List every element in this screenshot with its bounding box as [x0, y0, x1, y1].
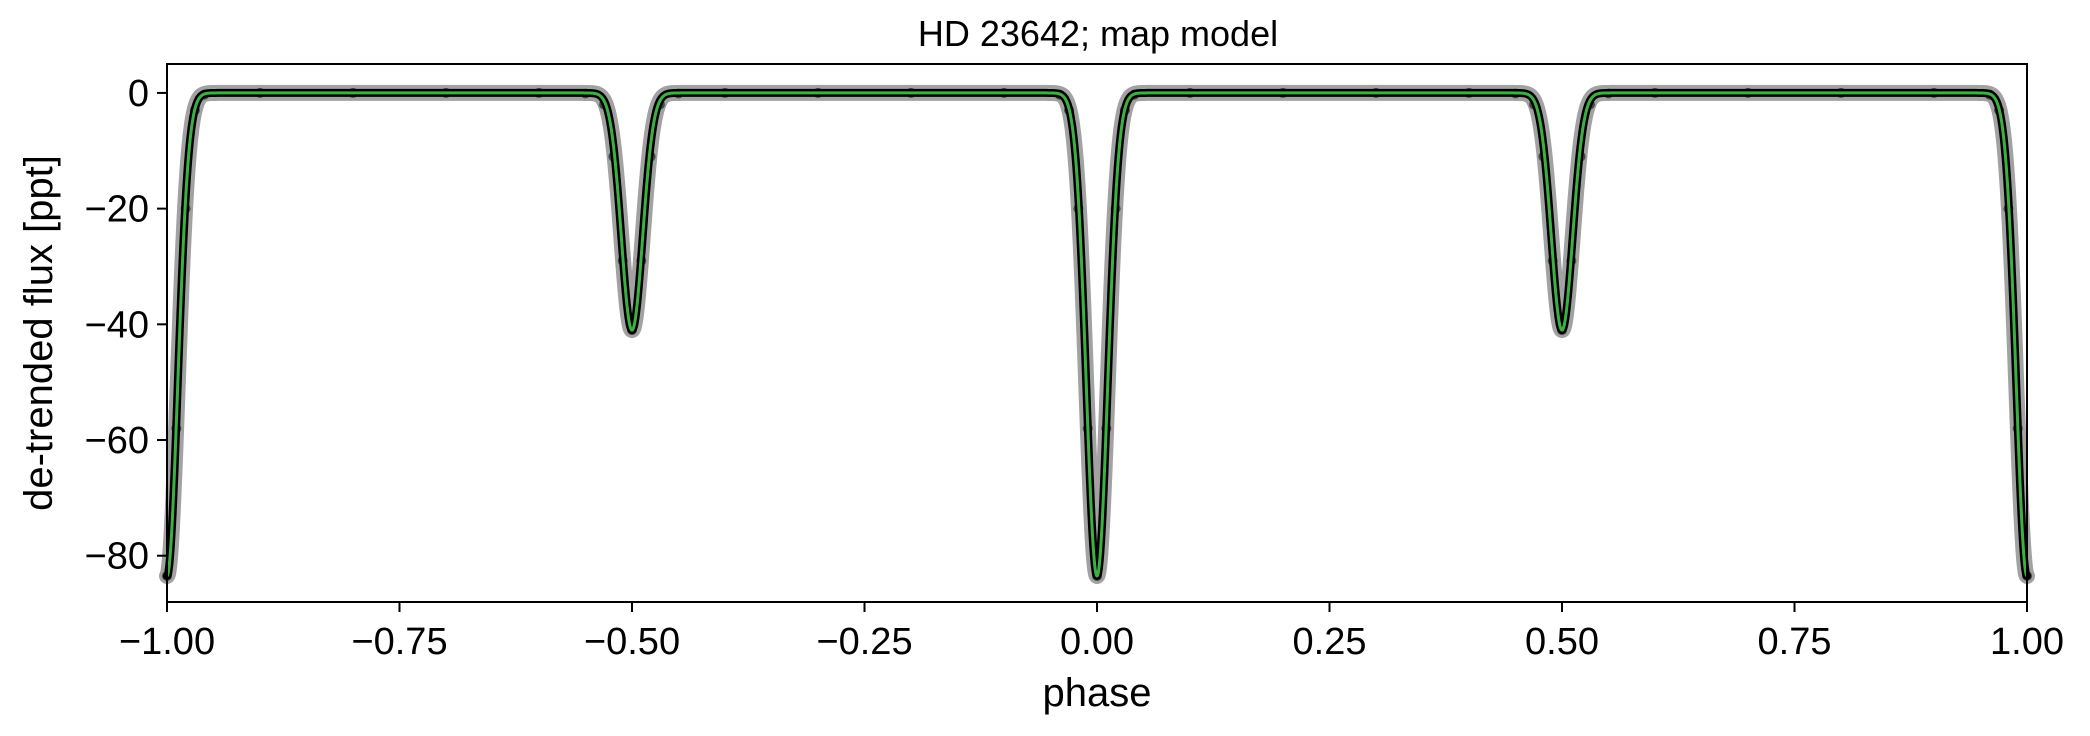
y-tick-label: −20: [85, 189, 149, 231]
x-axis: −1.00 −0.75 −0.50 −0.25 0.00 0.25 0.50 0.75 1.00: [119, 602, 2064, 663]
y-tick-label: −60: [85, 420, 149, 462]
x-tick-label: −0.25: [816, 621, 912, 663]
x-tick-label: 0.00: [1060, 621, 1134, 663]
x-tick-label: −0.50: [584, 621, 680, 663]
x-tick-label: −1.00: [119, 621, 215, 663]
x-axis-label: phase: [1043, 671, 1152, 715]
y-tick-label: 0: [128, 73, 149, 115]
model-curve: [165, 91, 2029, 578]
x-tick-label: −0.75: [351, 621, 447, 663]
y-axis: 0 −20 −40 −60 −80: [85, 73, 167, 578]
y-tick-label: −40: [85, 304, 149, 346]
y-axis-label: de-trended flux [ppt]: [17, 155, 61, 511]
x-tick-label: 0.75: [1758, 621, 1832, 663]
y-tick-label: −80: [85, 536, 149, 578]
x-tick-label: 0.25: [1293, 621, 1367, 663]
x-tick-label: 1.00: [1990, 621, 2064, 663]
x-tick-label: 0.50: [1525, 621, 1599, 663]
chart-title: HD 23642; map model: [918, 13, 1278, 54]
plot-area: [159, 84, 2035, 584]
